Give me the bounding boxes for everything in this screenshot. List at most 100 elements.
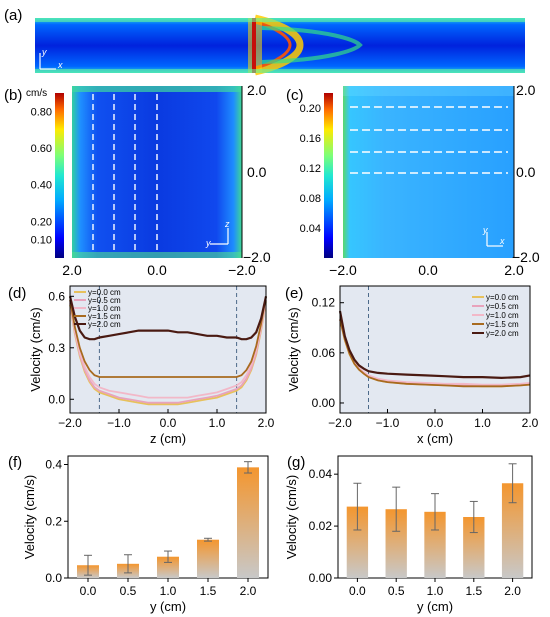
chart-e-x-tick-1: −1.0 [376,416,400,430]
chart-d-series-0 [69,301,267,406]
chart-d-xlabel: z (cm) [150,431,186,446]
chart-f-x-tick-0: 0.0 [80,584,97,598]
panel-label-c: (c) [286,87,304,104]
colorbar-b-ticks: 0.80 0.60 0.40 0.20 0.10 [31,106,52,246]
chart-g-x-tick-1: 0.5 [388,584,405,598]
chart-d-x-tick-3: 1.0 [209,416,226,430]
bar-chart-g: 0.0 0.5 1.0 1.5 2.0 0.00 0.02 0.04 y (cm) Velocit… [284,455,533,614]
line-chart-d: −2.0 −1.0 0.0 1.0 2.0 0.0 0.3 0.6 z (cm) Velocity… [28,285,275,446]
axis-indicator-a-y: y [41,47,47,57]
chart-e-xlabel: x (cm) [417,431,453,446]
chart-d-series-3 [69,296,267,378]
chart-g-bar-0 [346,506,369,578]
chart-d-legend-label-2: y=1.0 cm [88,304,121,313]
chart-g-x-tick-2: 1.0 [427,584,444,598]
chart-g-y-tick-0: 0.00 [309,571,333,585]
axis-indicator-a-x: x [57,60,63,70]
chart-e-ylabel: Velocity (cm/s) [286,307,301,392]
chart-d-legend-label-3: y=1.5 cm [88,312,121,321]
chart-g-bar-2 [424,511,446,578]
chart-d-x-tick-4: 2.0 [258,416,275,430]
axis-indicator-b-y: y [205,238,211,248]
chart-f-bar-2 [157,556,179,578]
chart-d-y-tick-2: 0.6 [48,289,65,303]
chart-g-x-tick-4: 2.0 [504,584,521,598]
chart-e-shade [340,286,530,413]
chart-d-series-2 [69,299,267,399]
chart-f-xlabel: y (cm) [150,599,186,614]
axis-indicator-a: x y [39,47,63,70]
chart-e-legend-label-1: y=0.5 cm [486,302,519,311]
axis-indicator-b-z: z [224,219,230,229]
chart-f-x-tick-4: 2.0 [240,584,257,598]
chart-e-x-tick-4: 2.0 [522,416,539,430]
flow-field-c: y x [343,86,514,258]
chart-d-x-tick-2: 0.0 [160,416,177,430]
panel-label-b: (b) [4,87,22,104]
cbB-label-2: 0.40 [31,180,52,192]
chart-f-y-tick-0: 0.0 [45,571,62,585]
chart-d-y-tick-0: 0.0 [48,392,65,406]
colorbar-b-unit: cm/s [26,88,47,99]
cbC-label-4: 0.04 [300,223,321,235]
chart-e-x-tick-2: 0.0 [427,416,444,430]
chart-e-y-tick-1: 0.06 [312,346,336,360]
chart-g-bar-3 [463,517,485,578]
cbB-label-0: 0.80 [31,106,52,118]
chart-d-legend-label-4: y=2.0 cm [88,320,121,329]
chart-e-x-tick-3: 1.0 [474,416,491,430]
chart-f-y-tick-2: 0.4 [45,458,62,472]
chart-f-bar-4 [237,467,259,578]
line-chart-e: −2.0 −1.0 0.0 1.0 2.0 0.00 0.06 0.12 x (cm) Veloc… [286,285,539,446]
chart-e-series-3 [339,319,531,388]
chart-d-y-tick-1: 0.3 [48,341,65,355]
chart-e-legend-label-4: y=2.0 cm [486,329,519,338]
panel-b-right-tick-2: −2.0 [243,249,271,265]
chart-e-legend-label-3: y=1.5 cm [486,320,519,329]
chart-d-x-tick-1: −1.0 [107,416,131,430]
chart-f-x-tick-3: 1.5 [200,584,217,598]
chart-g-bar-1 [385,509,407,578]
colorbar-c [324,93,333,258]
chart-e-y-tick-2: 0.12 [312,296,336,310]
cbC-label-2: 0.12 [300,163,321,175]
panel-c-x-tick-0: −2.0 [329,262,357,278]
chart-f-ylabel: Velocity (cm/s) [22,475,37,560]
cbC-label-0: 0.20 [300,103,321,115]
chart-d-legend-label-0: y=0.0 cm [88,288,121,297]
chart-g-x-tick-3: 1.5 [465,584,482,598]
chart-e-x-tick-0: −2.0 [328,416,352,430]
panel-b-x-tick-2: −2.0 [228,262,256,278]
chart-g-x-tick-0: 0.0 [349,584,366,598]
chart-g-y-tick-1: 0.02 [309,519,333,533]
colorbar-b [55,93,64,258]
chart-f-y-tick-1: 0.2 [45,514,62,528]
chart-f-x-tick-2: 1.0 [160,584,177,598]
chart-d-ylabel: Velocity (cm/s) [28,307,43,392]
chart-d-series-1 [69,299,267,404]
chart-d-legend-label-1: y=0.5 cm [88,296,121,305]
axis-indicator-c-y: y [482,225,488,235]
bar-chart-f: 0.0 0.5 1.0 1.5 2.0 0.0 0.2 0.4 y (cm) Velocity (… [22,455,269,614]
panel-label-d: (d) [8,285,26,302]
flow-field-b: y z [72,86,242,258]
panel-c-right-tick-1: 0.0 [516,164,536,180]
chart-g-xlabel: y (cm) [417,599,453,614]
panel-b-x-tick-0: 2.0 [62,262,82,278]
panel-c-right-tick-2: −2.0 [512,249,540,265]
chart-g-ylabel: Velocity (cm/s) [284,475,299,560]
flow-field-a [35,14,525,76]
chart-e-y-tick-0: 0.00 [312,396,336,410]
panel-b-right-tick-0: 2.0 [247,82,267,98]
panel-c-right-tick-0: 2.0 [516,82,536,98]
chart-e-series-4 [338,310,531,380]
cbB-label-1: 0.60 [31,143,52,155]
chart-d-x-tick-0: −2.0 [58,416,82,430]
chart-e-legend-label-2: y=1.0 cm [486,311,519,320]
chart-g-bar-4 [501,483,524,578]
cbB-label-3: 0.20 [31,216,52,228]
cbC-label-3: 0.08 [300,193,321,205]
panel-label-a: (a) [4,7,22,24]
chart-e-legend-label-0: y=0.0 cm [486,293,519,302]
